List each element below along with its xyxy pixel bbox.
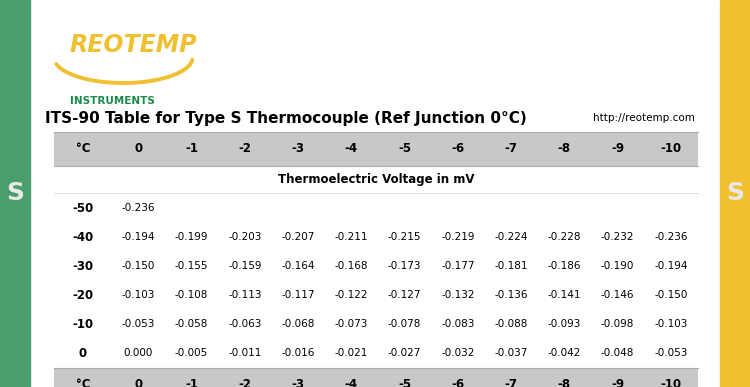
- Text: ITS-90 Table for Type S Thermocouple (Ref Junction 0°C): ITS-90 Table for Type S Thermocouple (Re…: [45, 111, 526, 125]
- Text: -0.236: -0.236: [122, 203, 155, 213]
- Text: -0.122: -0.122: [334, 290, 368, 300]
- Text: -7: -7: [505, 378, 518, 387]
- Text: -9: -9: [611, 142, 624, 155]
- Text: -0.146: -0.146: [601, 290, 634, 300]
- Text: 0: 0: [134, 142, 142, 155]
- Text: -1: -1: [185, 142, 198, 155]
- Text: -0.207: -0.207: [281, 232, 315, 242]
- Text: -9: -9: [611, 378, 624, 387]
- Text: S: S: [6, 182, 24, 205]
- Text: -0.127: -0.127: [388, 290, 422, 300]
- Text: -0.053: -0.053: [654, 348, 688, 358]
- Text: -2: -2: [238, 142, 251, 155]
- Text: -0.103: -0.103: [122, 290, 155, 300]
- Text: -0.150: -0.150: [654, 290, 688, 300]
- Text: -2: -2: [238, 378, 251, 387]
- Text: -0.037: -0.037: [494, 348, 528, 358]
- Text: -0.194: -0.194: [122, 232, 155, 242]
- Text: -0.164: -0.164: [281, 261, 315, 271]
- Text: -6: -6: [452, 378, 464, 387]
- Text: 0.000: 0.000: [124, 348, 153, 358]
- Text: -0.005: -0.005: [175, 348, 208, 358]
- Text: -8: -8: [558, 378, 571, 387]
- Text: -0.042: -0.042: [548, 348, 581, 358]
- Text: -0.181: -0.181: [494, 261, 528, 271]
- Text: -0.215: -0.215: [388, 232, 422, 242]
- Text: -10: -10: [72, 318, 94, 330]
- Text: -0.068: -0.068: [281, 319, 315, 329]
- Text: -0.016: -0.016: [281, 348, 315, 358]
- Text: -0.203: -0.203: [228, 232, 262, 242]
- Text: -0.093: -0.093: [548, 319, 581, 329]
- Text: -6: -6: [452, 142, 464, 155]
- Text: -0.083: -0.083: [441, 319, 475, 329]
- Text: -0.199: -0.199: [175, 232, 208, 242]
- Text: -0.073: -0.073: [334, 319, 368, 329]
- Text: -0.032: -0.032: [441, 348, 475, 358]
- Text: 0: 0: [134, 378, 142, 387]
- Text: -0.053: -0.053: [122, 319, 155, 329]
- Text: -0.063: -0.063: [228, 319, 262, 329]
- Text: -0.236: -0.236: [654, 232, 688, 242]
- Text: -5: -5: [398, 142, 411, 155]
- Text: -0.021: -0.021: [334, 348, 368, 358]
- Text: S: S: [726, 182, 744, 205]
- Text: -0.186: -0.186: [548, 261, 581, 271]
- Text: 0: 0: [79, 347, 87, 360]
- Text: -0.078: -0.078: [388, 319, 422, 329]
- Text: -3: -3: [292, 378, 304, 387]
- Text: -0.113: -0.113: [228, 290, 262, 300]
- Text: -0.103: -0.103: [654, 319, 688, 329]
- Text: -0.224: -0.224: [494, 232, 528, 242]
- Text: -0.173: -0.173: [388, 261, 422, 271]
- Text: -50: -50: [72, 202, 94, 214]
- Text: http://reotemp.com: http://reotemp.com: [592, 113, 694, 123]
- Text: -0.088: -0.088: [494, 319, 528, 329]
- Text: REOTEMP: REOTEMP: [70, 33, 197, 57]
- Text: -10: -10: [660, 378, 682, 387]
- Text: -7: -7: [505, 142, 518, 155]
- Text: -4: -4: [345, 378, 358, 387]
- Text: -0.232: -0.232: [601, 232, 634, 242]
- Text: -0.190: -0.190: [601, 261, 634, 271]
- Text: -10: -10: [660, 142, 682, 155]
- Text: -4: -4: [345, 142, 358, 155]
- Text: -0.194: -0.194: [654, 261, 688, 271]
- Text: -0.150: -0.150: [122, 261, 155, 271]
- Text: -0.159: -0.159: [228, 261, 262, 271]
- Text: -40: -40: [72, 231, 94, 243]
- Text: -0.132: -0.132: [441, 290, 475, 300]
- Text: -8: -8: [558, 142, 571, 155]
- Text: -0.058: -0.058: [175, 319, 208, 329]
- Text: -0.168: -0.168: [334, 261, 368, 271]
- Text: -0.228: -0.228: [548, 232, 581, 242]
- Text: -0.117: -0.117: [281, 290, 315, 300]
- Text: -0.136: -0.136: [494, 290, 528, 300]
- Text: -0.027: -0.027: [388, 348, 422, 358]
- Text: -30: -30: [72, 260, 94, 272]
- Text: INSTRUMENTS: INSTRUMENTS: [70, 96, 154, 106]
- Text: -0.155: -0.155: [175, 261, 208, 271]
- Text: -0.211: -0.211: [334, 232, 368, 242]
- Text: -20: -20: [72, 289, 94, 301]
- Text: -3: -3: [292, 142, 304, 155]
- Text: -1: -1: [185, 378, 198, 387]
- Text: -0.219: -0.219: [441, 232, 475, 242]
- Text: -0.048: -0.048: [601, 348, 634, 358]
- Text: -5: -5: [398, 378, 411, 387]
- Text: Thermoelectric Voltage in mV: Thermoelectric Voltage in mV: [278, 173, 474, 186]
- Text: -0.108: -0.108: [175, 290, 208, 300]
- Text: -0.177: -0.177: [441, 261, 475, 271]
- Text: -0.011: -0.011: [228, 348, 262, 358]
- Text: -0.141: -0.141: [548, 290, 581, 300]
- Text: °C: °C: [76, 378, 90, 387]
- Text: -0.098: -0.098: [601, 319, 634, 329]
- Text: °C: °C: [76, 142, 90, 155]
